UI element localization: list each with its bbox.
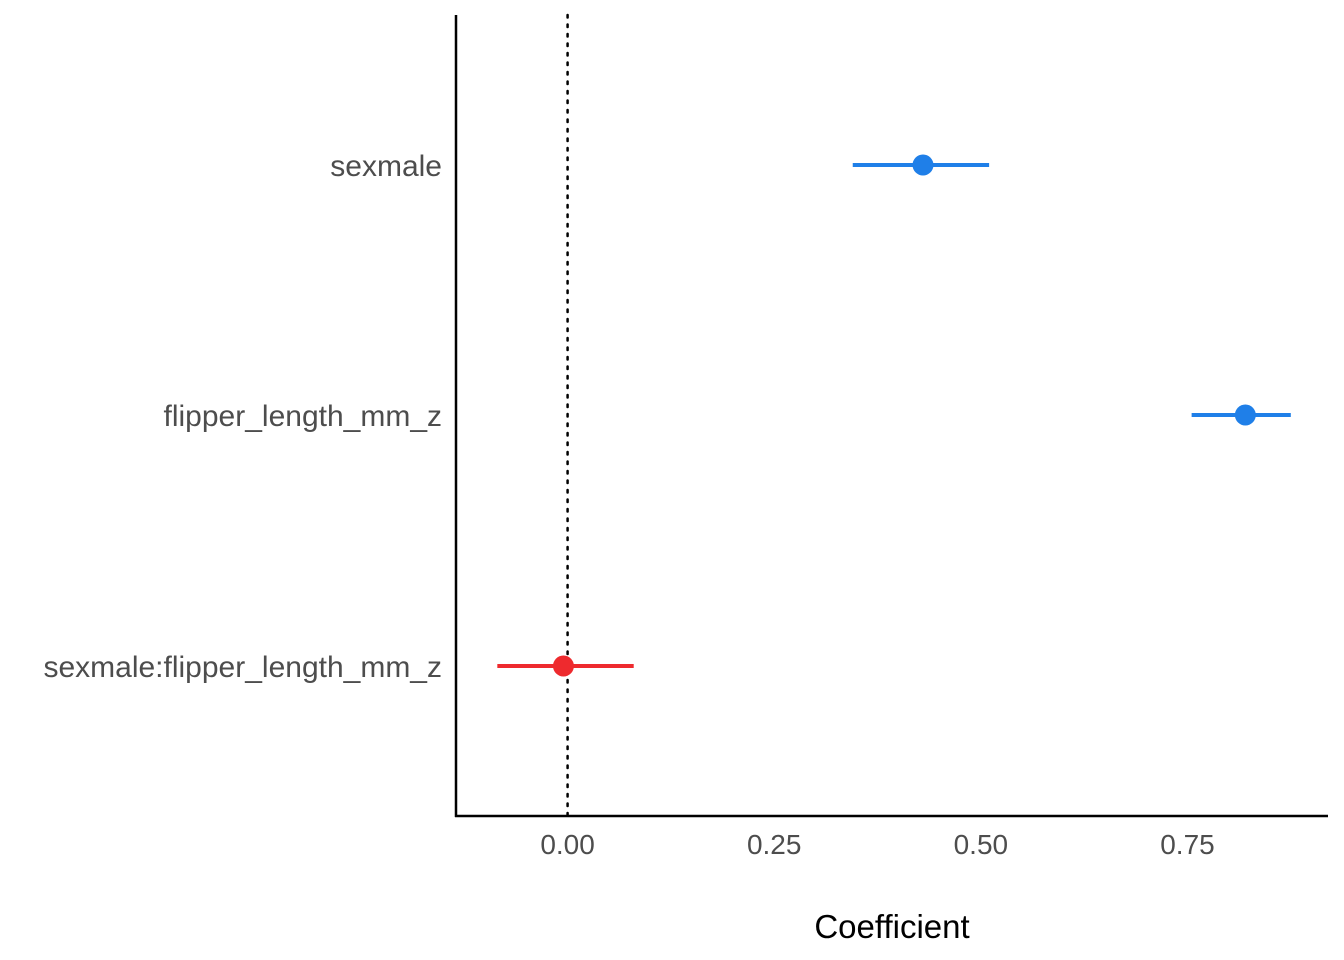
x-tick-label: 0.00 [540, 829, 595, 860]
y-category-label: flipper_length_mm_z [164, 400, 442, 433]
coefficient-point [552, 655, 574, 677]
y-category-label: sexmale [330, 150, 442, 183]
coefficient-point [1234, 404, 1256, 426]
coefficient-point [912, 154, 934, 176]
x-axis-title: Coefficient [814, 908, 969, 945]
y-category-label: sexmale:flipper_length_mm_z [43, 651, 442, 684]
x-tick-label: 0.50 [954, 829, 1009, 860]
x-tick-label: 0.25 [747, 829, 802, 860]
x-tick-label: 0.75 [1160, 829, 1215, 860]
